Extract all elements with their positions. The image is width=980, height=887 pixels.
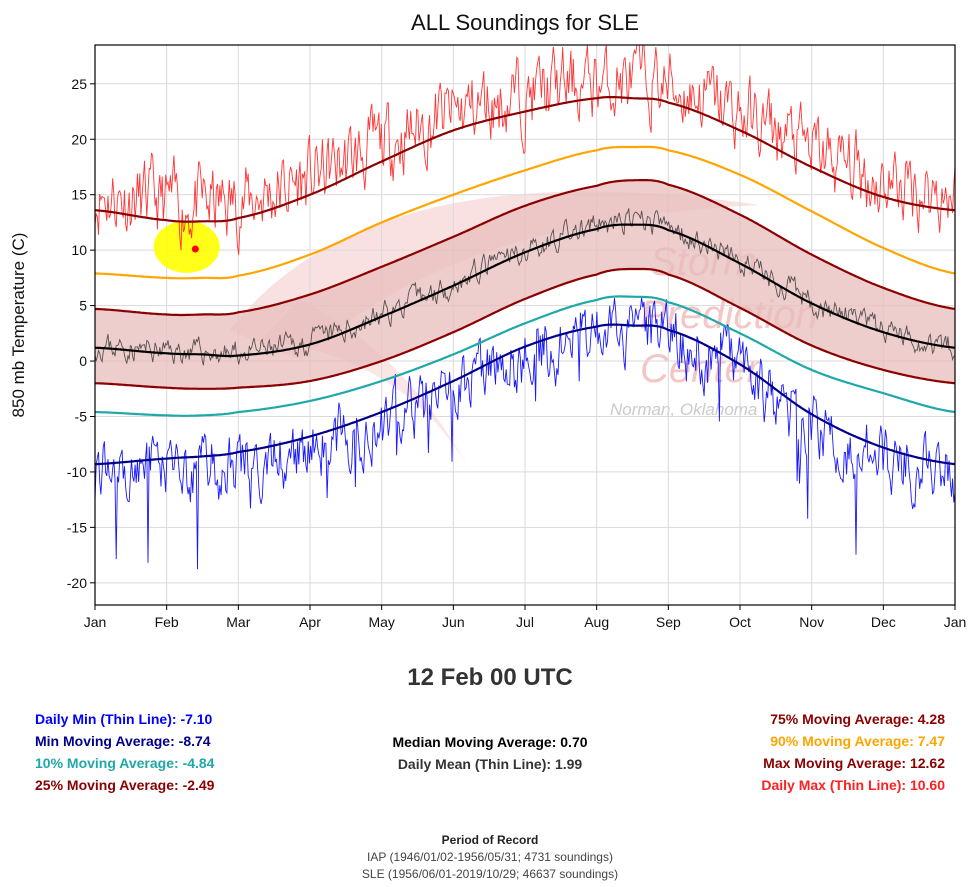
x-tick-label: Dec <box>871 614 896 630</box>
legend-daily-mean: Daily Mean (Thin Line): 1.99 <box>397 756 583 772</box>
band-25-75 <box>95 180 955 389</box>
hover-time: 12 Feb 00 UTC <box>407 664 573 691</box>
x-tick-label: Jan <box>944 614 967 630</box>
series-p90 <box>94 145 956 280</box>
y-tick-label: 25 <box>71 76 87 92</box>
legend-p75: 75% Moving Average: 4.28 <box>770 711 945 727</box>
series-min-avg <box>94 323 956 466</box>
y-tick-label: -5 <box>75 408 88 424</box>
y-tick-label: 20 <box>71 131 87 147</box>
y-tick-label: -10 <box>67 464 87 480</box>
x-tick-label: Mar <box>226 614 250 630</box>
footer-line-2: SLE (1956/06/01-2019/10/29; 46637 soundi… <box>361 867 619 881</box>
series-layer <box>94 44 956 570</box>
legend-median: Median Moving Average: 0.70 <box>392 734 588 750</box>
hover-marker <box>191 245 199 253</box>
series-median <box>94 223 956 358</box>
y-axis-label: 850 mb Temperature (C) <box>9 233 28 418</box>
y-tick-label: 10 <box>71 242 87 258</box>
series-p75 <box>94 179 956 317</box>
footer-title: Period of Record <box>441 833 539 847</box>
series-daily-min <box>94 297 956 570</box>
legend-max-avg: Max Moving Average: 12.62 <box>763 755 945 771</box>
x-tick-label: Oct <box>729 614 751 630</box>
legend-p90: 90% Moving Average: 7.47 <box>770 733 945 749</box>
legend-p25: 25% Moving Average: -2.49 <box>35 777 215 793</box>
watermark-swoosh <box>230 191 760 360</box>
legend-daily-max: Daily Max (Thin Line): 10.60 <box>761 777 945 793</box>
highlight-blob <box>153 220 220 273</box>
series-p25 <box>94 267 956 390</box>
x-tick-label: Feb <box>155 614 179 630</box>
y-tick-label: 15 <box>71 187 87 203</box>
legend-daily-min: Daily Min (Thin Line): -7.10 <box>35 711 213 727</box>
x-tick-label: May <box>368 614 394 630</box>
footer-line-1: IAP (1946/01/02-1956/05/31; 4731 soundin… <box>367 850 613 864</box>
y-tick-label: 0 <box>79 353 87 369</box>
y-tick-label: 5 <box>79 298 87 314</box>
series-max-avg <box>94 96 956 223</box>
x-tick-label: Aug <box>584 614 609 630</box>
x-tick-label: Jun <box>442 614 465 630</box>
chart: StormPredictionCenterNorman, Oklahoma 25… <box>9 10 967 630</box>
x-tick-label: Sep <box>656 614 681 630</box>
x-tick-label: Jan <box>84 614 107 630</box>
x-tick-label: Jul <box>516 614 534 630</box>
series-p10 <box>94 295 956 417</box>
y-tick-label: -20 <box>67 575 87 591</box>
legend-p10: 10% Moving Average: -4.84 <box>35 755 215 771</box>
wm-norman: Norman, Oklahoma <box>610 400 757 419</box>
axes: 25 20 15 10 5 0 -5 -10 -15 -20 Jan Feb Mar Apr May Jun J… <box>67 44 967 630</box>
series-daily-max <box>94 44 956 255</box>
x-tick-label: Nov <box>799 614 824 630</box>
y-tick-label: -15 <box>67 519 87 535</box>
interquartile-band <box>95 180 955 389</box>
legend-min-avg: Min Moving Average: -8.74 <box>35 733 211 749</box>
highlight-layer <box>153 220 220 273</box>
x-tick-label: Apr <box>299 614 321 630</box>
chart-title: ALL Soundings for SLE <box>411 10 639 35</box>
